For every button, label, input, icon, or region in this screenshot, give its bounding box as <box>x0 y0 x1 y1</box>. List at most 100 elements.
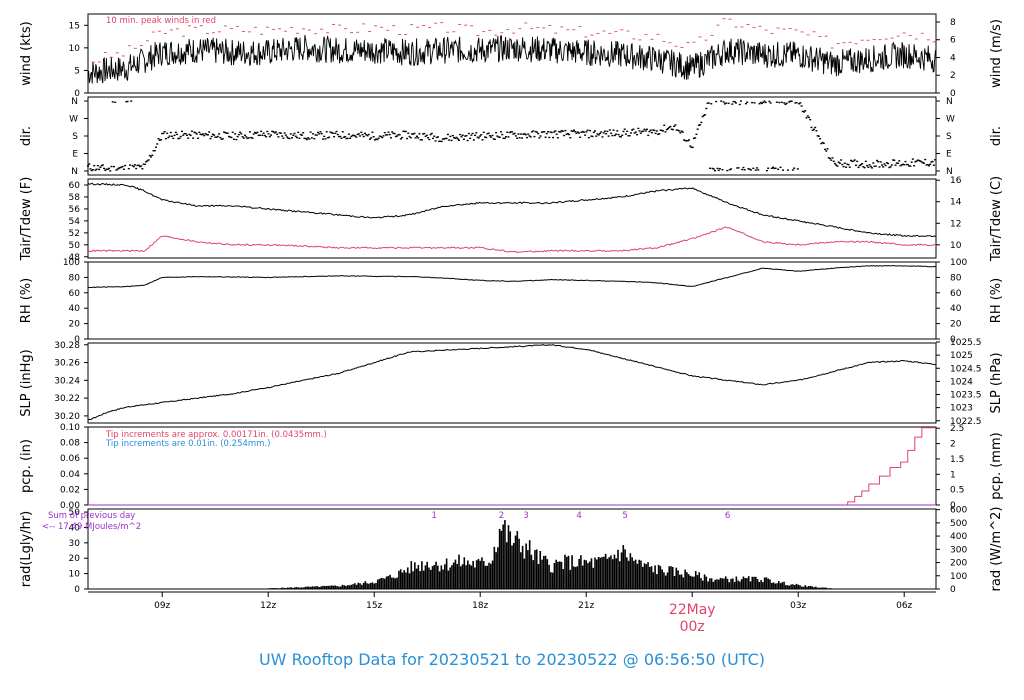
radiation-bar <box>797 584 799 589</box>
radiation-bar <box>490 563 492 589</box>
radiation-bar <box>811 586 814 589</box>
radiation-bar <box>760 580 762 589</box>
radiation-bar <box>366 583 368 589</box>
radiation-bar <box>293 587 296 589</box>
radiation-bar <box>813 587 815 589</box>
radiation-bar <box>647 562 649 589</box>
series-line-tdew <box>87 226 937 253</box>
radiation-bar <box>445 558 448 589</box>
left-tick-label: 10 <box>69 44 81 54</box>
radiation-bar <box>442 569 444 589</box>
radiation-bar <box>673 576 676 589</box>
radiation-bar <box>684 569 686 589</box>
right-tick-label: 10 <box>950 241 962 251</box>
right-axis-title: Tair/Tdew (C) <box>989 176 1004 262</box>
radiation-bar <box>679 574 681 589</box>
radiation-bar <box>463 557 466 589</box>
right-tick-label: 0.5 <box>950 486 964 496</box>
radiation-bar <box>514 535 517 589</box>
radiation-marker: 1 <box>432 511 437 521</box>
radiation-bar <box>732 578 734 589</box>
radiation-bar <box>520 552 522 589</box>
radiation-bar <box>283 587 285 589</box>
radiation-bar <box>808 586 810 589</box>
radiation-bar <box>426 561 428 589</box>
radiation-bar <box>686 572 688 589</box>
radiation-bar <box>406 567 409 589</box>
radiation-bar <box>323 586 326 589</box>
radiation-bar <box>270 588 273 589</box>
radiation-bar <box>530 554 533 589</box>
wind-speed-line <box>87 34 937 84</box>
radiation-bar <box>521 545 524 589</box>
right-axis-title: pcp. (mm) <box>989 432 1004 499</box>
radiation-bar <box>528 540 531 589</box>
left-tick-label: 50 <box>69 508 81 518</box>
radiation-bar <box>751 576 754 589</box>
radiation-bar <box>550 572 552 589</box>
radiation-bar <box>368 583 370 589</box>
radiation-bar <box>295 587 298 589</box>
radiation-bar <box>272 588 275 589</box>
radiation-bar <box>786 585 789 589</box>
radiation-bar <box>758 582 761 589</box>
radiation-bar <box>638 559 640 589</box>
left-tick-label: 30.26 <box>54 359 80 369</box>
radiation-bar <box>571 555 573 589</box>
radiation-bar <box>352 584 354 589</box>
radiation-bar <box>405 572 407 589</box>
radiation-bar <box>596 559 598 589</box>
radiation-bar <box>472 560 474 589</box>
left-axis-title: wind (kts) <box>19 21 34 85</box>
radiation-bar <box>656 574 658 589</box>
left-tick-label: 40 <box>69 523 81 533</box>
radiation-bar <box>518 538 520 589</box>
wind-annotation: 10 min. peak winds in red <box>106 16 216 26</box>
radiation-bar <box>606 558 609 589</box>
radiation-bar <box>539 551 542 589</box>
radiation-bar <box>546 559 549 589</box>
radiation-bar <box>458 554 460 589</box>
radiation-bar <box>818 587 821 589</box>
radiation-bar <box>682 577 685 589</box>
radiation-bar <box>652 572 655 589</box>
left-tick-label: N <box>71 97 78 107</box>
radiation-bar <box>385 576 388 589</box>
radiation-bar <box>523 558 526 589</box>
radiation-bar <box>779 583 782 589</box>
radiation-bar <box>626 557 628 589</box>
right-tick-label: 12 <box>950 219 961 229</box>
x-tick-label: 12z <box>260 601 276 611</box>
radiation-bar <box>498 528 501 589</box>
radiation-bar <box>641 566 644 589</box>
radiation-bar <box>346 585 349 589</box>
radiation-bar <box>557 561 559 589</box>
pcp-annotation-red: Tip increments are approx. 0.00171in. (0… <box>105 430 327 440</box>
radiation-bar <box>493 546 496 589</box>
left-tick-label: 15 <box>69 21 80 31</box>
radiation-bar <box>636 563 639 589</box>
left-axis-title: pcp. (in) <box>19 439 34 493</box>
left-axis-title: SLP (inHg) <box>19 349 34 417</box>
radiation-bar <box>721 578 724 589</box>
radiation-bar <box>829 588 831 589</box>
right-tick-label: 1024.5 <box>950 364 982 374</box>
radiation-bar <box>302 587 305 589</box>
panel-frame <box>87 342 937 424</box>
series-line-0 <box>87 344 937 421</box>
radiation-bar <box>608 557 610 589</box>
panel-frame <box>87 96 937 176</box>
radiation-bar <box>279 588 282 589</box>
radiation-bar <box>378 578 381 589</box>
radiation-bar <box>601 557 603 589</box>
radiation-bar <box>504 520 506 589</box>
right-tick-label: 1023 <box>950 404 973 414</box>
radiation-bar <box>401 572 404 589</box>
radiation-bar <box>437 565 439 589</box>
right-tick-label: 20 <box>950 320 962 330</box>
x-tick-label: 06z <box>896 601 912 611</box>
left-tick-label: 50 <box>69 241 81 251</box>
radiation-bar <box>767 578 769 589</box>
